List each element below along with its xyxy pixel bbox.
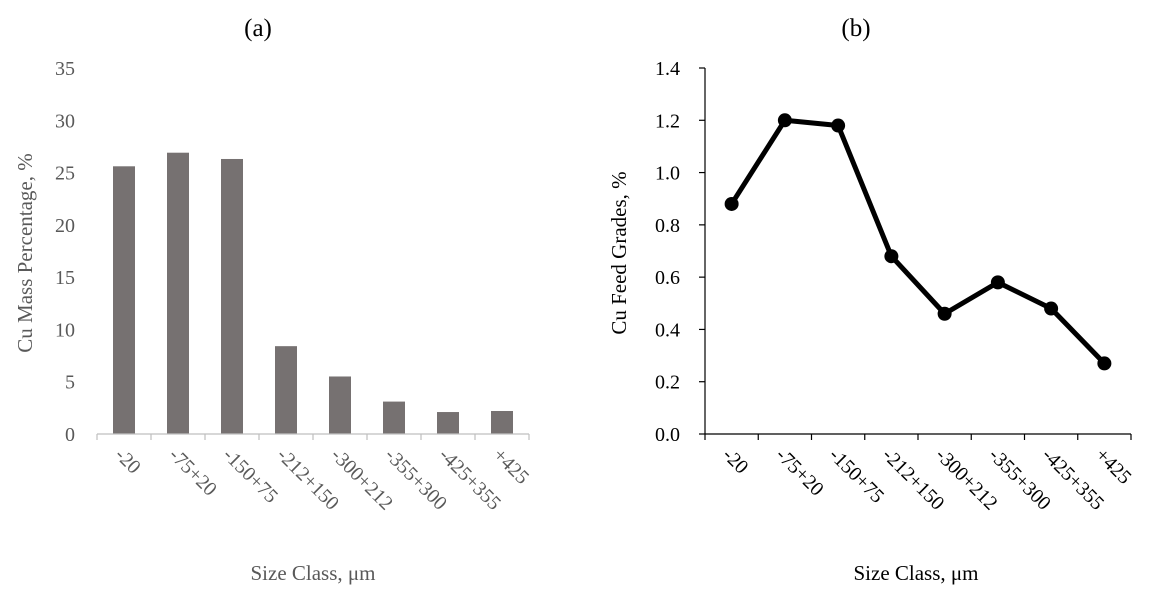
bar <box>437 412 459 434</box>
data-point <box>777 113 792 128</box>
series-line <box>729 117 1107 366</box>
data-point <box>884 249 899 264</box>
panel-a-y-tick-label: 35 <box>55 58 75 80</box>
panel-b-line-chart: (b) 0.0 0.2 0.4 0.6 0.8 1.0 1.2 1.4 -20 -75+20-1… <box>607 15 1136 585</box>
panel-b-y-tick-label: 0.6 <box>655 267 680 289</box>
data-point <box>937 306 952 321</box>
panel-b-y-tick-label: 0.0 <box>655 424 680 446</box>
panel-b-category-label: +425 <box>1091 444 1136 489</box>
panel-a-y-tick-label: 25 <box>55 163 75 185</box>
panel-a-x-axis <box>96 433 530 440</box>
panel-a-y-tick-labels: 0 5 10 15 20 25 30 35 <box>55 58 75 446</box>
panel-b-category-label: -20 <box>718 444 752 478</box>
panel-a-y-tick-label: 0 <box>65 424 75 446</box>
bar <box>383 401 405 434</box>
data-point <box>1097 356 1112 371</box>
data-point <box>724 196 739 211</box>
panel-b-axes <box>699 67 1132 440</box>
panel-b-category-label: -150+75 <box>825 444 889 508</box>
bar <box>491 410 513 434</box>
panel-b-series <box>724 113 1112 371</box>
panel-a-bars <box>113 152 513 434</box>
panel-b-y-tick-label: 1.2 <box>655 110 680 132</box>
bar <box>221 158 243 434</box>
panel-a-y-tick-label: 15 <box>55 267 75 289</box>
panel-a-y-axis-label: Cu Mass Percentage, % <box>13 153 37 352</box>
panel-a-category-label: -75+20 <box>164 444 221 501</box>
panel-b-category-label: -75+20 <box>771 444 828 501</box>
panel-b-y-axis-label: Cu Feed Grades, % <box>607 171 631 334</box>
panel-b-label: (b) <box>841 15 870 42</box>
panel-b-category-labels: -20 -75+20-150+75-212+150-300+212-355+300… <box>718 444 1135 515</box>
panel-a-x-axis-label: Size Class, μm <box>250 561 375 585</box>
data-point <box>831 118 846 133</box>
bar <box>275 346 297 434</box>
data-point <box>990 275 1005 290</box>
panel-a-category-label: -20 <box>110 444 144 478</box>
panel-b-y-tick-label: 0.8 <box>655 215 680 237</box>
data-point <box>1044 301 1059 316</box>
panel-a-y-tick-label: 10 <box>55 319 75 341</box>
panel-b-y-tick-label: 1.0 <box>655 163 680 185</box>
panel-a-y-tick-label: 20 <box>55 215 75 237</box>
panel-a-category-label: -150+75 <box>218 444 282 508</box>
panel-b-x-axis-label: Size Class, μm <box>853 561 978 585</box>
panel-b-y-tick-label: 1.4 <box>655 58 680 80</box>
bar <box>113 166 135 434</box>
panel-b-y-tick-labels: 0.0 0.2 0.4 0.6 0.8 1.0 1.2 1.4 <box>655 58 680 446</box>
panel-a-y-tick-label: 30 <box>55 110 75 132</box>
panel-a-category-label: +425 <box>488 444 533 489</box>
panel-b-y-tick-label: 0.2 <box>655 372 680 394</box>
panel-a-y-tick-label: 5 <box>65 372 75 394</box>
bar <box>167 152 189 434</box>
bar <box>329 376 351 434</box>
panel-a-label: (a) <box>244 15 272 42</box>
panel-b-y-tick-label: 0.4 <box>655 319 680 341</box>
panel-a-category-labels: -20 -75+20-150+75-212+150-300+212-355+300… <box>110 444 533 515</box>
